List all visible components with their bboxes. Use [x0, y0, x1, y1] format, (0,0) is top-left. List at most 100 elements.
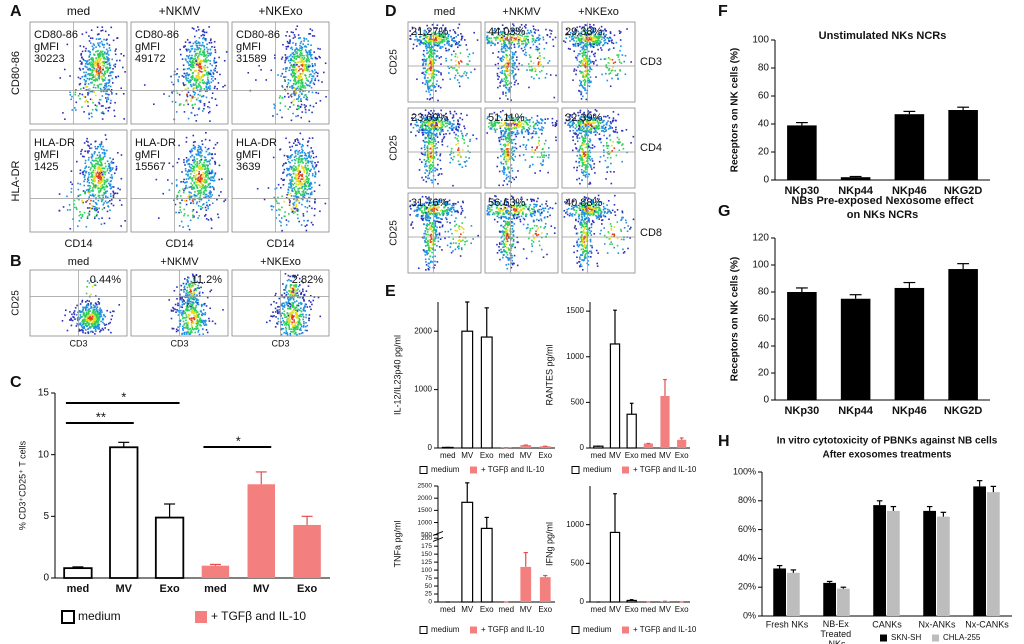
x-tick-label: NKp46: [892, 185, 927, 197]
cell-text: gMFI: [135, 41, 160, 53]
bar: [773, 568, 786, 616]
y-tick-label: 0: [580, 443, 585, 452]
x-axis-label: CD14: [165, 238, 193, 250]
legend-label: + TGFβ and IL-10: [633, 625, 697, 634]
x-tick-label: NKp30: [784, 185, 819, 197]
x-tick-label: med: [591, 605, 607, 614]
x-tick-label: med: [440, 605, 456, 614]
significance-label: *: [121, 389, 126, 404]
dot-cloud: [564, 109, 635, 185]
x-tick-label: MV: [520, 605, 533, 614]
chart-title: on NKs NCRs: [847, 209, 919, 221]
dot-cloud: [563, 194, 635, 271]
x-tick-label: med: [204, 583, 227, 595]
cell-text: CD80-86: [135, 29, 179, 41]
dot-cloud: [410, 109, 478, 187]
y-tick-label: 150: [421, 551, 432, 558]
y-tick-label: 1000: [414, 385, 432, 394]
panel-label: A: [10, 3, 22, 20]
x-axis-label: CD14: [266, 238, 294, 250]
x-tick-label: med: [641, 605, 657, 614]
bar: [948, 110, 978, 180]
cell-text: gMFI: [34, 149, 59, 161]
x-tick-label: MV: [461, 451, 474, 460]
column-header: +NKExo: [260, 256, 301, 268]
percent: 29.38%: [565, 26, 603, 38]
y-tick-label: 60: [758, 314, 770, 325]
legend-label: + TGFβ and IL-10: [633, 465, 697, 474]
y-tick-label: 200: [421, 535, 432, 542]
legend-swatch: [622, 626, 629, 634]
bar: [109, 446, 139, 579]
y-tick-label: 40%: [738, 553, 756, 563]
axis-label: Receptors on NK cells (%): [730, 48, 741, 172]
x-tick-label: MV: [253, 583, 270, 595]
y-tick-label: 25: [425, 591, 433, 598]
x-tick-label: Exo: [625, 451, 639, 460]
y-tick-label: 20: [758, 368, 770, 379]
cell-text: gMFI: [236, 41, 261, 53]
bar: [480, 336, 493, 449]
bar: [894, 287, 925, 400]
y-tick-label: 5: [43, 511, 49, 522]
x-tick-label: NB-Ex Treated NKs: [820, 619, 853, 644]
y-tick-label: 100: [752, 35, 769, 46]
x-tick-label: NKp44: [838, 185, 874, 197]
panel-label: D: [385, 3, 397, 20]
bar: [643, 443, 653, 448]
percent: 0.44%: [90, 274, 121, 286]
percent: 44.03%: [488, 26, 526, 38]
significance-label: **: [96, 409, 106, 424]
percent: 32.39%: [565, 112, 603, 124]
bar: [480, 527, 493, 603]
panel-label: G: [718, 203, 730, 220]
column-header: +NKExo: [258, 4, 303, 18]
legend-label: medium: [78, 609, 121, 623]
bar: [677, 439, 687, 448]
y-tick-label: 0: [763, 395, 769, 406]
percent: 2.82%: [292, 274, 323, 286]
y-tick-label: 1500: [418, 507, 433, 514]
y-tick-label: 80: [758, 287, 770, 298]
chart-title: NBs Pre-exposed Nexosome effect: [791, 195, 974, 207]
y-tick-label: 20: [758, 147, 770, 158]
percent: 51.11%: [488, 112, 525, 124]
bar: [539, 577, 551, 602]
cell-text: HLA-DR: [236, 137, 277, 149]
axis-label: % CD3⁺CD25⁺ T cells: [17, 440, 27, 530]
legend-label: + TGFβ and IL-10: [481, 465, 545, 474]
axis-label: HLA-DR: [10, 160, 22, 201]
bar: [539, 446, 551, 448]
y-tick-label: 2000: [414, 326, 432, 335]
plot-frame: [231, 129, 330, 233]
cell-text: gMFI: [135, 149, 160, 161]
chart-title: Unstimulated NKs NCRs: [819, 30, 947, 42]
axis-label: IL-12/IL23p40 pg/ml: [392, 335, 402, 415]
y-tick-label: 175: [421, 543, 432, 550]
x-tick-label: MV: [609, 451, 622, 460]
significance-label: *: [236, 433, 241, 448]
y-tick-label: 60%: [738, 524, 756, 534]
cell-text: gMFI: [34, 41, 59, 53]
legend-swatch: [61, 610, 75, 624]
legend-swatch: [419, 466, 428, 474]
percent: 31.76%: [411, 197, 449, 209]
bar: [660, 395, 670, 448]
legend-label: CHLA-255: [943, 633, 981, 642]
bar: [293, 524, 321, 578]
y-tick-label: 40: [758, 341, 770, 352]
legend-label: SKN-SH: [891, 633, 921, 642]
y-tick-label: 125: [421, 559, 432, 566]
legend-swatch: [622, 466, 629, 474]
legend-swatch: [470, 626, 477, 634]
legend-swatch: [470, 466, 477, 474]
x-tick-label: NKp30: [784, 405, 819, 417]
y-tick-label: 1000: [418, 519, 433, 526]
x-tick-label: med: [67, 583, 90, 595]
bar: [937, 516, 950, 616]
percent: 40.88%: [565, 197, 603, 209]
axis-label: TNFa pg/ml: [392, 520, 402, 567]
panel-label: C: [10, 374, 22, 391]
cell-text: 31589: [236, 53, 267, 65]
chart-title: In vitro cytotoxicity of PBNKs against N…: [777, 436, 998, 447]
